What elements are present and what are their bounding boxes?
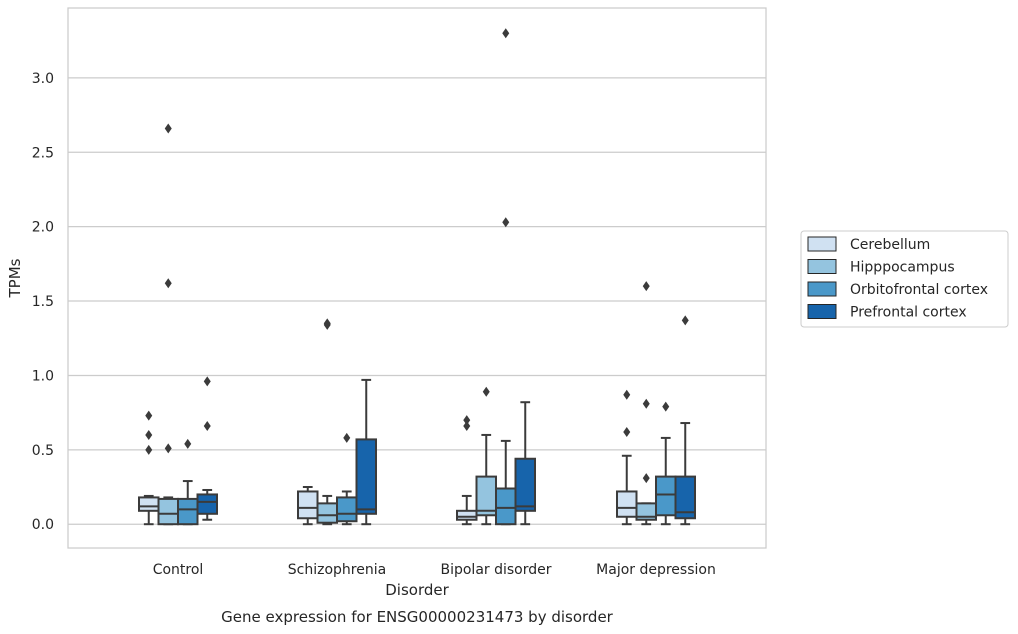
legend-label: Hipppocampus (850, 260, 955, 276)
y-tick-label: 2.5 (32, 145, 54, 161)
outlier-point (482, 386, 490, 397)
box-iqr (336, 496, 358, 523)
box-iqr (355, 438, 377, 515)
outlier-point (502, 217, 510, 228)
y-tick-label: 0.0 (32, 517, 54, 533)
box-group (495, 28, 517, 526)
legend-swatch (807, 304, 837, 319)
box-iqr (456, 509, 478, 521)
outlier-point (642, 473, 650, 484)
x-tick-label: Bipolar disorder (440, 562, 551, 578)
plot-area-background (68, 8, 766, 548)
legend-label: Orbitofrontal cortex (850, 282, 988, 298)
box-iqr (297, 490, 319, 520)
y-tick-label: 3.0 (32, 71, 54, 87)
box-series (138, 28, 696, 526)
box-iqr (177, 497, 199, 526)
box-group (138, 410, 160, 526)
outlier-point (184, 438, 192, 449)
x-tick-label: Schizophrenia (288, 562, 386, 578)
outlier-point (463, 415, 471, 426)
plot-area-frame (67, 7, 767, 549)
box-group (355, 378, 377, 526)
y-tick-label: 2.0 (32, 220, 54, 236)
box-iqr (655, 475, 677, 517)
chart-caption: Gene expression for ENSG00000231473 by d… (221, 608, 614, 626)
x-tick-labels: Control Schizophrenia Bipolar disorder Majo… (153, 562, 716, 578)
outlier-point (203, 421, 211, 432)
outlier-point (463, 421, 471, 432)
outlier-point (164, 443, 172, 454)
box-group (475, 386, 497, 526)
x-tick-label: Control (153, 562, 204, 578)
box-group (336, 432, 358, 526)
x-axis-title: Disorder (385, 581, 449, 599)
outlier-point (642, 398, 650, 409)
outlier-point (343, 432, 351, 443)
box-group (456, 415, 478, 526)
box-iqr (674, 475, 696, 520)
box-group (674, 315, 696, 526)
outlier-point (164, 123, 172, 134)
box-iqr (157, 497, 179, 526)
y-tick-labels: 0.0 0.5 1.0 1.5 2.0 2.5 3.0 (32, 71, 54, 533)
y-tick-label: 0.5 (32, 443, 54, 459)
box-iqr (616, 490, 638, 518)
outlier-point (145, 444, 153, 455)
legend-frame (800, 230, 1009, 328)
grid-lines (68, 77, 766, 525)
legend-swatch (807, 236, 837, 252)
box-group (616, 389, 638, 526)
outlier-point (502, 28, 510, 39)
box-group (514, 401, 536, 526)
outlier-point (164, 278, 172, 289)
outlier-point (203, 376, 211, 387)
outlier-point (662, 401, 670, 412)
legend-label: Cerebellum (850, 237, 930, 253)
box-iqr (138, 496, 160, 512)
outlier-point (642, 281, 650, 292)
box-iqr (495, 487, 517, 526)
outlier-point (145, 429, 153, 440)
outlier-point (145, 410, 153, 421)
legend: Cerebellum Hipppocampus Orbitofrontal cort… (800, 230, 1009, 328)
box-iqr (196, 493, 218, 515)
legend-swatch (807, 259, 837, 274)
box-iqr (316, 502, 338, 524)
box-group (157, 123, 179, 526)
box-group (177, 438, 199, 526)
outlier-point (623, 389, 631, 400)
box-iqr (514, 457, 536, 512)
box-group (196, 376, 218, 521)
x-tick-label: Major depression (596, 562, 716, 578)
y-tick-label: 1.5 (32, 294, 54, 310)
outlier-point (681, 315, 689, 326)
box-group (297, 486, 319, 526)
legend-swatch (807, 281, 837, 297)
outlier-point (623, 426, 631, 437)
y-axis-title: TPMs (6, 258, 24, 298)
y-tick-label: 1.0 (32, 368, 54, 384)
outlier-point (323, 318, 331, 329)
legend-label: Prefrontal cortex (850, 305, 967, 321)
box-group (316, 318, 338, 526)
box-iqr (475, 475, 497, 517)
